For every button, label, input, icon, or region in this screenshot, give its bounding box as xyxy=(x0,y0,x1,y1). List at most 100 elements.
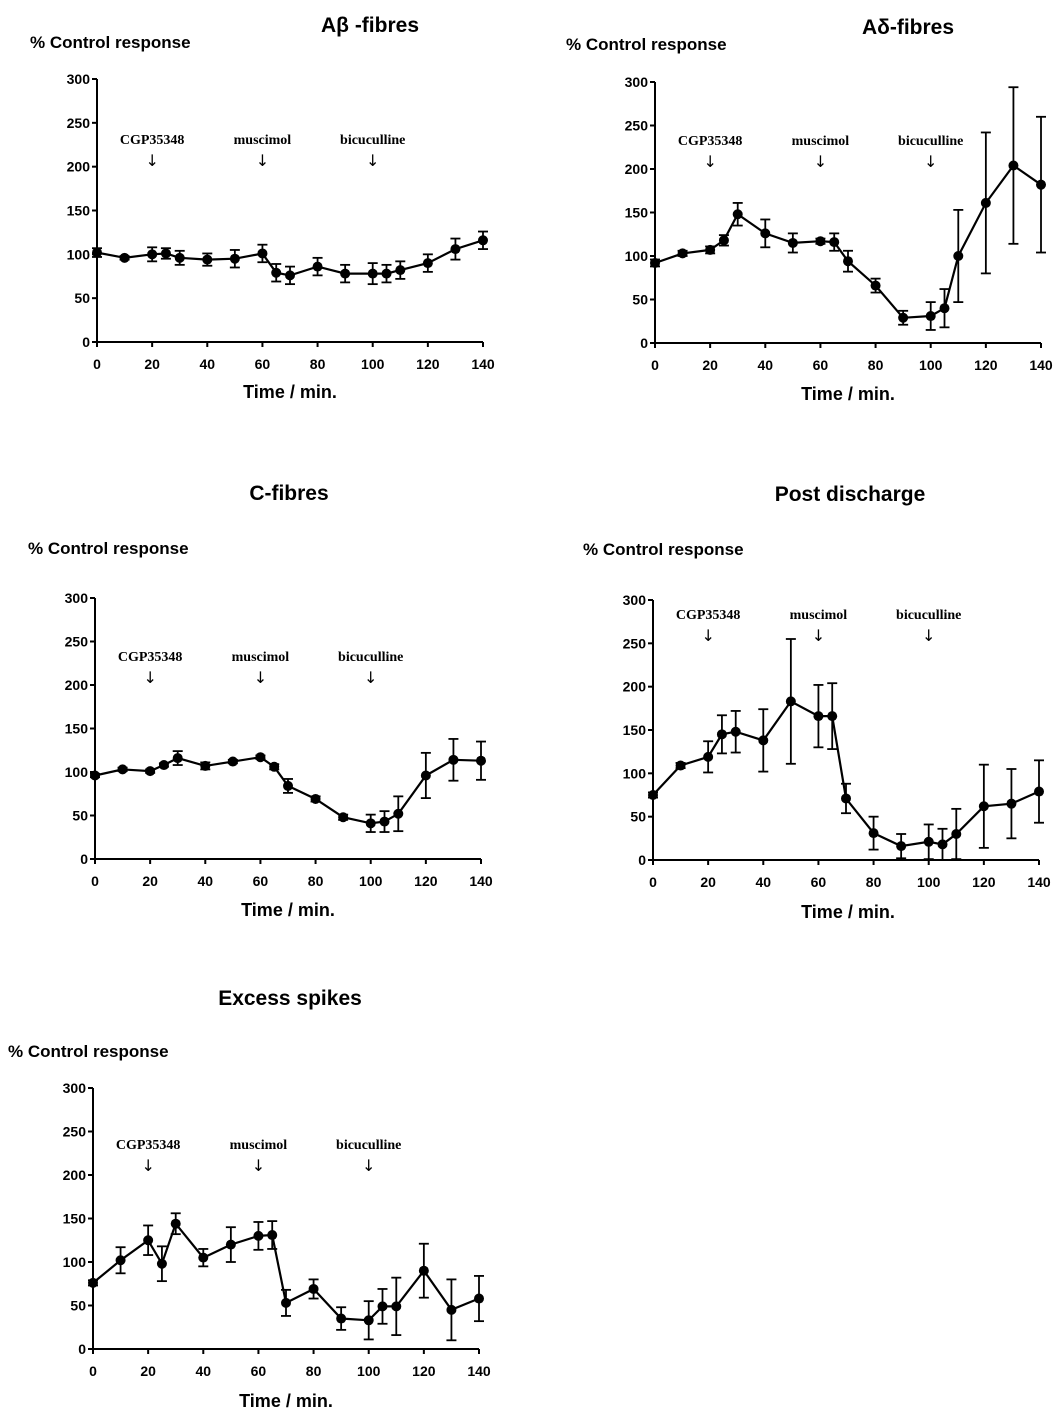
y-axis-label: % Control response xyxy=(8,1042,169,1061)
data-point xyxy=(117,764,128,775)
x-tick-label: 80 xyxy=(866,874,882,890)
x-tick-label: 0 xyxy=(651,357,659,373)
y-tick-label: 200 xyxy=(65,677,89,693)
annotation-label: muscimol xyxy=(230,1138,288,1153)
data-point xyxy=(198,1252,209,1263)
annotation-arrow: ↓ xyxy=(703,152,716,171)
x-tick-label: 40 xyxy=(199,356,215,372)
data-point xyxy=(868,828,879,839)
data-point xyxy=(785,696,796,707)
data-point xyxy=(732,209,743,220)
annotation-label: bicuculline xyxy=(340,133,405,148)
x-tick-label: 100 xyxy=(361,356,385,372)
data-point xyxy=(448,754,459,765)
chart-title: Aδ-fibres xyxy=(862,16,954,39)
plot-area: 0 50 100 150 200 250 300 0 20 40 60 80 100 120 140 CGP3… xyxy=(625,74,1053,373)
x-tick-label: 0 xyxy=(649,874,657,890)
x-axis-label: Time / min. xyxy=(241,900,335,920)
annotation-arrow: ↓ xyxy=(812,626,825,645)
data-point xyxy=(391,1301,402,1312)
data-point xyxy=(758,735,769,746)
data-point xyxy=(338,812,349,823)
data-point xyxy=(381,268,392,279)
x-tick-label: 140 xyxy=(1029,357,1053,373)
data-point xyxy=(340,268,351,279)
data-point xyxy=(813,711,824,722)
data-point xyxy=(923,836,934,847)
data-point xyxy=(253,1230,264,1241)
y-tick-label: 200 xyxy=(625,161,649,177)
data-point xyxy=(1036,179,1046,190)
y-tick-label: 300 xyxy=(63,1080,87,1096)
data-point xyxy=(1034,786,1044,797)
annotation-arrow: ↓ xyxy=(922,626,935,645)
data-point xyxy=(705,244,716,255)
x-tick-label: 40 xyxy=(755,874,771,890)
x-tick-label: 100 xyxy=(357,1363,381,1379)
annotation-label: bicuculline xyxy=(338,650,403,665)
data-point xyxy=(980,197,991,208)
x-tick-label: 0 xyxy=(93,356,101,372)
x-tick-label: 60 xyxy=(813,357,829,373)
data-point xyxy=(675,760,686,771)
data-point xyxy=(200,760,211,771)
y-tick-label: 300 xyxy=(67,71,91,87)
y-tick-label: 0 xyxy=(82,334,90,350)
plot-area: 0 50 100 150 200 250 300 0 20 40 60 80 100 120 140 CGP3… xyxy=(67,71,495,372)
x-tick-label: 120 xyxy=(414,873,438,889)
y-tick-label: 0 xyxy=(78,1341,86,1357)
x-tick-label: 140 xyxy=(471,356,495,372)
x-tick-label: 120 xyxy=(412,1363,436,1379)
series-line xyxy=(654,163,1042,319)
x-tick-label: 80 xyxy=(306,1363,322,1379)
panel-post-discharge: Post discharge % Control response Time /… xyxy=(583,483,1051,922)
data-point xyxy=(156,1258,167,1269)
data-point xyxy=(158,760,169,771)
y-axis-label: % Control response xyxy=(30,33,191,52)
plot-area: 0 50 100 150 200 250 300 0 20 40 60 80 100 120 140 CGP3… xyxy=(623,592,1051,890)
x-tick-label: 20 xyxy=(700,874,716,890)
panel-abeta-fibres: Aβ -fibres % Control response Time / min… xyxy=(30,14,495,402)
panel-adelta-fibres: Aδ-fibres % Control response Time / min.… xyxy=(566,16,1053,404)
data-point xyxy=(446,1304,457,1315)
annotation-arrow: ↓ xyxy=(143,668,156,687)
y-tick-label: 200 xyxy=(63,1167,87,1183)
data-point xyxy=(951,829,962,839)
data-point xyxy=(1006,798,1017,809)
data-point xyxy=(271,267,282,278)
data-point xyxy=(703,751,714,762)
x-tick-label: 40 xyxy=(757,357,773,373)
annotation-arrow: ↓ xyxy=(254,668,267,687)
annotation-arrow: ↓ xyxy=(256,151,269,170)
data-point xyxy=(310,793,321,804)
y-tick-label: 50 xyxy=(70,1298,86,1314)
data-point xyxy=(312,261,323,272)
data-point xyxy=(648,790,658,800)
chart-title: Post discharge xyxy=(775,483,926,506)
annotation-arrow: ↓ xyxy=(814,152,827,171)
x-tick-label: 120 xyxy=(974,357,998,373)
data-point xyxy=(145,766,156,777)
annotation-label: bicuculline xyxy=(336,1138,401,1153)
x-tick-label: 140 xyxy=(1027,874,1051,890)
annotation-arrow: ↓ xyxy=(924,152,937,171)
data-point xyxy=(474,1293,484,1304)
annotation-label: CGP35348 xyxy=(118,650,183,665)
data-point xyxy=(367,268,378,279)
y-tick-label: 200 xyxy=(67,159,91,175)
x-tick-label: 40 xyxy=(195,1363,211,1379)
x-tick-label: 40 xyxy=(197,873,213,889)
annotation-arrow: ↓ xyxy=(364,668,377,687)
data-point xyxy=(119,252,130,263)
data-point xyxy=(760,228,771,239)
data-point xyxy=(172,753,183,764)
panel-c-fibres: C-fibres % Control response Time / min. … xyxy=(28,482,493,920)
y-tick-label: 100 xyxy=(625,248,649,264)
plot-area: 0 50 100 150 200 250 300 0 20 40 60 80 100 120 140 CGP3… xyxy=(65,590,493,889)
annotation-label: CGP35348 xyxy=(678,134,743,149)
x-axis-label: Time / min. xyxy=(801,902,895,922)
x-tick-label: 80 xyxy=(868,357,884,373)
x-tick-label: 140 xyxy=(467,1363,491,1379)
y-tick-label: 300 xyxy=(623,592,647,608)
